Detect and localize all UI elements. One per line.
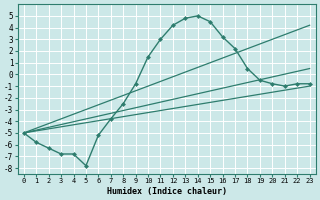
- X-axis label: Humidex (Indice chaleur): Humidex (Indice chaleur): [107, 187, 227, 196]
